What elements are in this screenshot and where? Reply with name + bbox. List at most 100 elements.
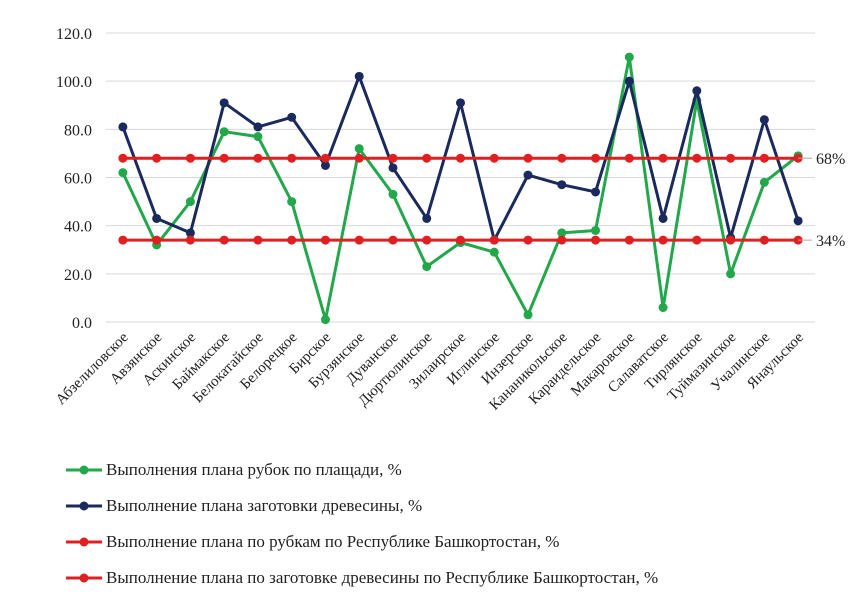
data-point	[523, 310, 533, 320]
legend-label: Выполнения плана рубок по плащади, %	[106, 460, 402, 479]
legend-item: Выполнение плана заготовки древесины, %	[64, 488, 658, 524]
data-point	[118, 153, 128, 163]
data-point	[354, 144, 364, 154]
annotation-label: 68%	[816, 151, 845, 168]
data-point	[591, 187, 601, 197]
data-point	[388, 153, 398, 163]
data-point	[287, 153, 297, 163]
data-point	[320, 235, 330, 245]
data-point	[185, 228, 195, 238]
data-point	[759, 115, 769, 125]
data-point	[591, 235, 601, 245]
data-point	[152, 235, 162, 245]
legend-item: Выполнения плана рубок по плащади, %	[64, 452, 658, 488]
data-point	[320, 153, 330, 163]
data-point	[624, 76, 634, 86]
legend-swatch	[64, 571, 104, 585]
data-point	[253, 132, 263, 142]
data-point	[422, 153, 432, 163]
data-point	[489, 247, 499, 257]
data-point	[557, 153, 567, 163]
data-point	[726, 235, 736, 245]
data-point	[658, 153, 668, 163]
data-point	[591, 153, 601, 163]
data-point	[219, 127, 229, 137]
data-point	[726, 153, 736, 163]
data-point	[253, 122, 263, 132]
data-point	[287, 197, 297, 207]
y-tick-label: 60.0	[64, 171, 92, 188]
legend-label: Выполнение плана по рубкам по Республике…	[106, 532, 560, 551]
data-point	[793, 216, 803, 226]
data-point	[658, 303, 668, 313]
data-point	[523, 235, 533, 245]
legend-swatch	[64, 463, 104, 477]
legend-swatch	[64, 535, 104, 549]
data-point	[624, 52, 634, 62]
data-point	[388, 189, 398, 199]
annotation-label: 34%	[816, 233, 845, 250]
legend-swatch	[64, 499, 104, 513]
data-point	[185, 235, 195, 245]
data-point	[287, 112, 297, 122]
data-point	[624, 235, 634, 245]
data-point	[185, 197, 195, 207]
data-point	[219, 153, 229, 163]
data-point	[692, 235, 702, 245]
data-point	[320, 160, 330, 170]
data-point	[219, 235, 229, 245]
legend-item: Выполнение плана по заготовке древесины …	[64, 560, 658, 596]
y-tick-label: 120.0	[56, 26, 92, 43]
data-point	[591, 225, 601, 235]
data-point	[422, 262, 432, 272]
data-point	[118, 235, 128, 245]
data-point	[557, 180, 567, 190]
data-point	[523, 153, 533, 163]
data-point	[287, 235, 297, 245]
legend-label: Выполнение плана заготовки древесины, %	[106, 496, 423, 515]
data-point	[692, 153, 702, 163]
y-tick-label: 40.0	[64, 219, 92, 236]
data-point	[759, 235, 769, 245]
data-point	[388, 235, 398, 245]
data-point	[759, 177, 769, 187]
data-point	[456, 98, 465, 108]
data-point	[354, 71, 364, 81]
data-point	[456, 153, 465, 163]
data-point	[557, 228, 567, 238]
data-point	[152, 153, 162, 163]
data-point	[118, 122, 128, 132]
data-point	[354, 153, 364, 163]
data-point	[523, 170, 533, 180]
data-point	[557, 235, 567, 245]
data-point	[658, 213, 668, 223]
data-point	[692, 86, 702, 96]
y-tick-label: 20.0	[64, 267, 92, 284]
y-tick-label: 80.0	[64, 122, 92, 139]
data-point	[320, 315, 330, 325]
data-point	[489, 153, 499, 163]
data-point	[185, 153, 195, 163]
data-point	[253, 153, 263, 163]
data-point	[253, 235, 263, 245]
data-point	[422, 235, 432, 245]
data-point	[489, 235, 499, 245]
data-point	[118, 168, 128, 178]
data-point	[726, 269, 736, 279]
data-point	[354, 235, 364, 245]
data-point	[759, 153, 769, 163]
data-point	[456, 235, 465, 245]
data-point	[388, 163, 398, 173]
legend: Выполнения плана рубок по плащади, % Выпо…	[64, 452, 658, 596]
y-tick-label: 0.0	[72, 315, 92, 332]
data-point	[219, 98, 229, 108]
legend-label: Выполнение плана по заготовке древесины …	[106, 568, 659, 587]
data-point	[624, 153, 634, 163]
y-tick-label: 100.0	[56, 74, 92, 91]
data-point	[422, 213, 432, 223]
data-point	[152, 213, 162, 223]
legend-item: Выполнение плана по рубкам по Республике…	[64, 524, 658, 560]
data-point	[658, 235, 668, 245]
